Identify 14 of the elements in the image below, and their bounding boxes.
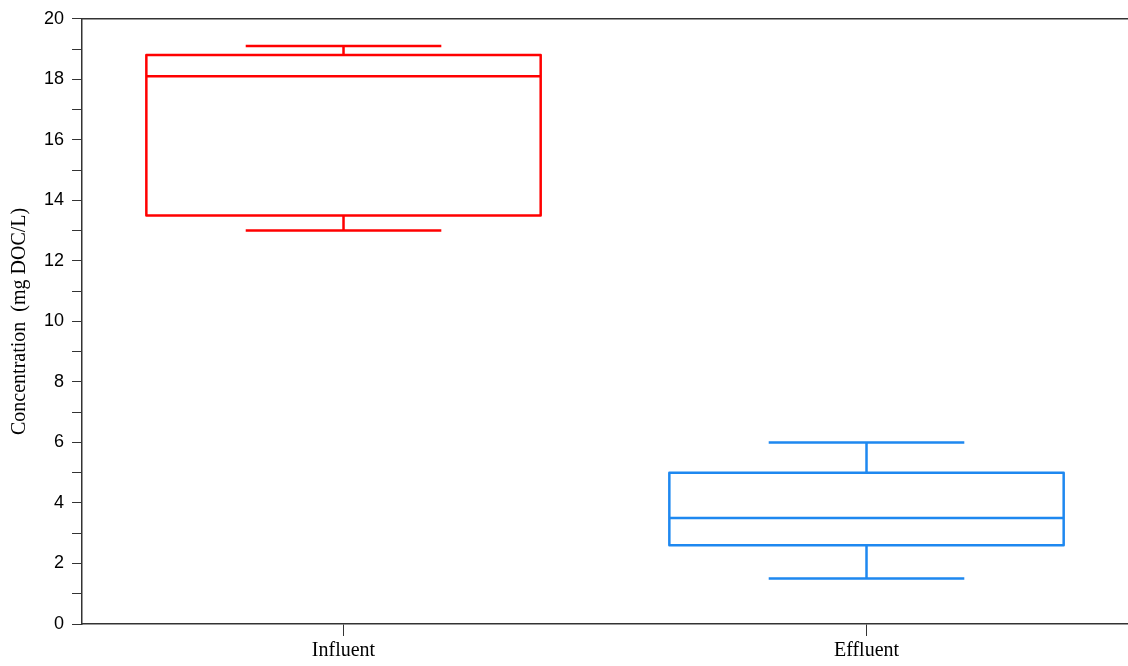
y-tick-label: 8 — [54, 370, 65, 391]
y-tick-label: 10 — [43, 310, 65, 331]
y-tick-label: 0 — [54, 612, 65, 633]
x-tick-label: Influent — [311, 638, 376, 661]
y-tick-label: 2 — [54, 552, 65, 573]
y-tick-label: 4 — [54, 491, 65, 512]
x-tick-label: Effluent — [833, 638, 900, 661]
y-tick-label: 16 — [43, 128, 65, 149]
y-tick-label: 18 — [43, 68, 65, 89]
y-tick-label: 6 — [54, 431, 65, 452]
y-tick-label: 12 — [43, 249, 65, 270]
y-tick-label: 14 — [43, 189, 65, 210]
y-tick-label: 20 — [43, 7, 65, 28]
y-axis-title: Concentration (mg DOC/L) — [7, 207, 31, 435]
